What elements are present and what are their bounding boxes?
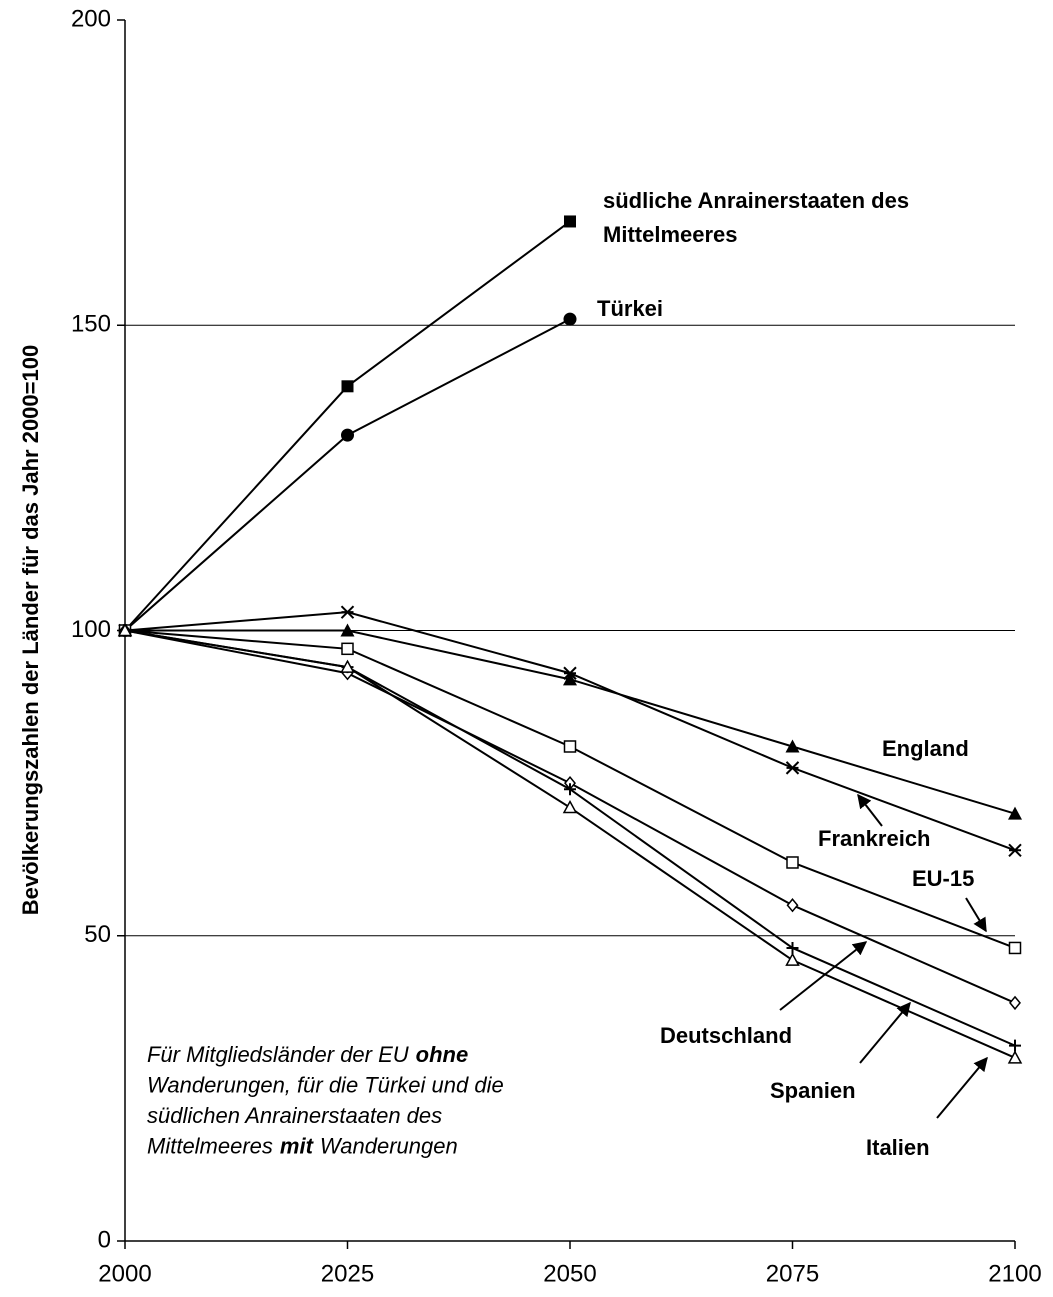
data-point	[1007, 1050, 1023, 1064]
y-axis-title: Bevölkerungszahlen der Länder für das Ja…	[18, 345, 43, 915]
marker-shape	[564, 215, 576, 228]
note-text: Wanderungen, für die Türkei und die	[147, 1072, 504, 1097]
note-text: mit	[280, 1133, 315, 1158]
marker-shape	[563, 312, 577, 326]
data-point	[340, 605, 355, 619]
note-text: Für Mitgliedsländer der EU	[147, 1042, 409, 1067]
series-label: südliche Anrainerstaaten des Mittelmeere…	[603, 188, 910, 247]
data-point	[1009, 1039, 1021, 1052]
data-point	[563, 312, 577, 326]
marker-shape	[1008, 843, 1022, 857]
data-point	[340, 659, 355, 673]
arrow	[936, 1056, 988, 1119]
data-point	[341, 428, 354, 442]
data-point	[117, 622, 133, 637]
x-tick-label: 2050	[543, 1260, 596, 1287]
marker-shape	[786, 856, 799, 869]
marker-shape	[341, 428, 354, 442]
marker-shape	[786, 941, 799, 954]
series-label: EU-15	[912, 866, 974, 891]
series-line	[124, 629, 1016, 1004]
data-point	[341, 380, 354, 393]
note-line: Für Mitgliedsländer der EU ohne	[147, 1042, 468, 1067]
note-line: südlichen Anrainerstaaten des	[147, 1103, 442, 1128]
note-text: südlichen Anrainerstaaten des	[147, 1103, 442, 1128]
marker-shape	[563, 666, 577, 680]
data-point	[785, 952, 800, 966]
note-text: Mittelmeeres	[147, 1133, 273, 1158]
series-label: England	[882, 736, 969, 761]
data-point	[1009, 995, 1021, 1011]
data-point	[562, 799, 578, 814]
marker-shape	[785, 761, 800, 775]
note-text: Wanderungen	[320, 1133, 458, 1158]
data-point	[1008, 806, 1022, 820]
x-tick-label: 2025	[321, 1260, 374, 1287]
data-point	[563, 740, 577, 753]
note-line: Mittelmeeres mit Wanderungen	[147, 1133, 458, 1158]
marker-shape	[1007, 1050, 1023, 1064]
marker-shape	[785, 739, 800, 753]
data-point	[340, 623, 355, 637]
note-line: Wanderungen, für die Türkei und die	[147, 1072, 504, 1097]
data-point	[564, 215, 576, 228]
series-label-box: südliche Anrainerstaaten des Mittelmeere…	[603, 188, 910, 247]
series-line	[124, 318, 571, 632]
marker-shape	[1008, 806, 1022, 820]
marker-shape	[564, 783, 576, 796]
data-point	[341, 642, 354, 656]
data-point	[786, 856, 799, 869]
y-tick-label: 200	[71, 5, 111, 32]
series-line	[124, 611, 1016, 852]
marker-shape	[117, 622, 133, 637]
marker-shape	[341, 380, 354, 393]
marker-shape	[562, 799, 578, 814]
marker-shape	[341, 642, 354, 656]
arrow	[965, 897, 987, 933]
y-tick-label: 0	[98, 1226, 111, 1253]
data-point	[785, 739, 800, 753]
arrow	[859, 1001, 911, 1064]
marker-shape	[1009, 1039, 1021, 1052]
series-line	[124, 220, 571, 632]
data-point	[563, 672, 577, 686]
y-tick-label: 150	[71, 311, 111, 338]
y-tick-label: 50	[84, 921, 111, 948]
marker-shape	[340, 605, 355, 619]
x-tick-label: 2100	[988, 1260, 1041, 1287]
data-point	[786, 941, 799, 954]
data-point	[785, 761, 800, 775]
marker-shape	[563, 740, 577, 753]
data-point	[1008, 843, 1022, 857]
marker-shape	[563, 672, 577, 686]
note-text: ohne	[416, 1042, 469, 1067]
marker-shape	[1009, 995, 1021, 1011]
marker-shape	[785, 952, 800, 966]
y-tick-label: 100	[71, 616, 111, 643]
series-label: Deutschland	[660, 1023, 792, 1048]
data-point	[563, 666, 577, 680]
series-label: Spanien	[770, 1078, 856, 1103]
data-point	[564, 783, 576, 796]
data-point	[1008, 941, 1022, 955]
arrows	[779, 793, 988, 1119]
series-label: Frankreich	[818, 826, 931, 851]
marker-shape	[1008, 941, 1022, 955]
arrow	[779, 941, 868, 1011]
series-label: Italien	[866, 1135, 930, 1160]
series-label: Türkei	[597, 296, 663, 321]
arrow	[857, 793, 883, 827]
marker-shape	[340, 623, 355, 637]
x-tick-label: 2000	[98, 1260, 151, 1287]
marker-shape	[340, 659, 355, 673]
x-tick-label: 2075	[766, 1260, 819, 1287]
data-point	[786, 898, 799, 913]
marker-shape	[786, 898, 799, 913]
